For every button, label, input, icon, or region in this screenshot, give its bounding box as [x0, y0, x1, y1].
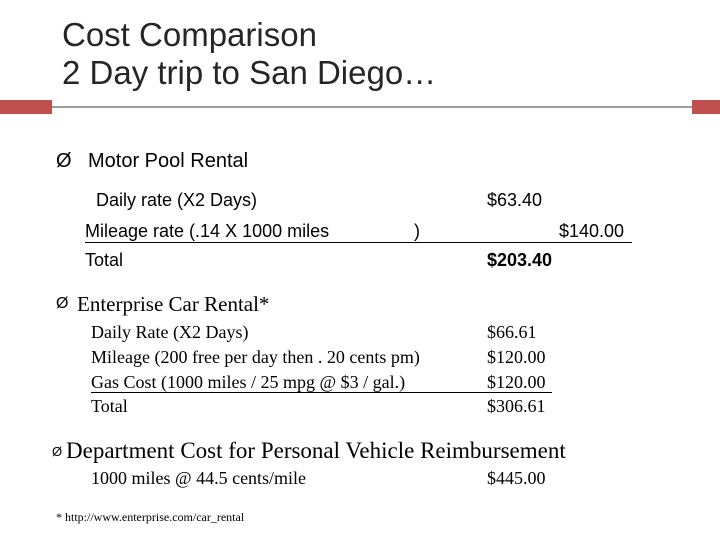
accent-bar-left — [0, 100, 52, 114]
motor-pool-daily-rate-value: $63.40 — [487, 190, 543, 210]
department-line-value: $445.00 — [487, 468, 546, 488]
title-divider — [52, 106, 692, 108]
motor-pool-total-value: $203.40 — [487, 250, 553, 270]
enterprise-underline — [91, 392, 552, 393]
enterprise-gas-value: $120.00 — [487, 372, 546, 392]
motor-pool-mileage-label: Mileage rate (.14 X 1000 miles — [85, 221, 330, 241]
motor-pool-underline — [85, 242, 632, 243]
motor-pool-daily-rate-label: Daily rate (X2 Days) — [96, 190, 258, 210]
department-heading: Department Cost for Personal Vehicle Rei… — [66, 438, 566, 463]
enterprise-total-value: $306.61 — [487, 396, 546, 416]
accent-bar-right — [692, 100, 720, 114]
enterprise-total-label: Total — [91, 396, 128, 416]
title-line-1: Cost Comparison — [62, 16, 317, 53]
bullet-arrow-icon: Ø — [52, 444, 63, 459]
enterprise-mileage-label: Mileage (200 free per day then . 20 cent… — [91, 347, 420, 367]
motor-pool-heading: Motor Pool Rental — [88, 150, 249, 172]
motor-pool-mileage-paren: ) — [414, 221, 420, 241]
enterprise-gas-label: Gas Cost (1000 miles / 25 mpg @ $3 / gal… — [91, 372, 406, 392]
motor-pool-mileage-value: $140.00 — [559, 221, 625, 241]
department-line-label: 1000 miles @ 44.5 cents/mile — [91, 468, 307, 488]
enterprise-daily-rate-value: $66.61 — [487, 322, 537, 342]
enterprise-daily-rate-label: Daily Rate (X2 Days) — [91, 322, 249, 342]
motor-pool-total-label: Total — [85, 250, 124, 270]
title-line-2: 2 Day trip to San Diego… — [62, 54, 437, 91]
bullet-arrow-icon: Ø — [56, 295, 69, 312]
slide-title: Cost Comparison 2 Day trip to San Diego… — [62, 16, 436, 92]
bullet-arrow-icon: Ø — [56, 150, 72, 172]
enterprise-mileage-value: $120.00 — [487, 347, 546, 367]
enterprise-heading: Enterprise Car Rental* — [77, 292, 270, 316]
footnote: * http://www.enterprise.com/car_rental — [56, 510, 245, 524]
